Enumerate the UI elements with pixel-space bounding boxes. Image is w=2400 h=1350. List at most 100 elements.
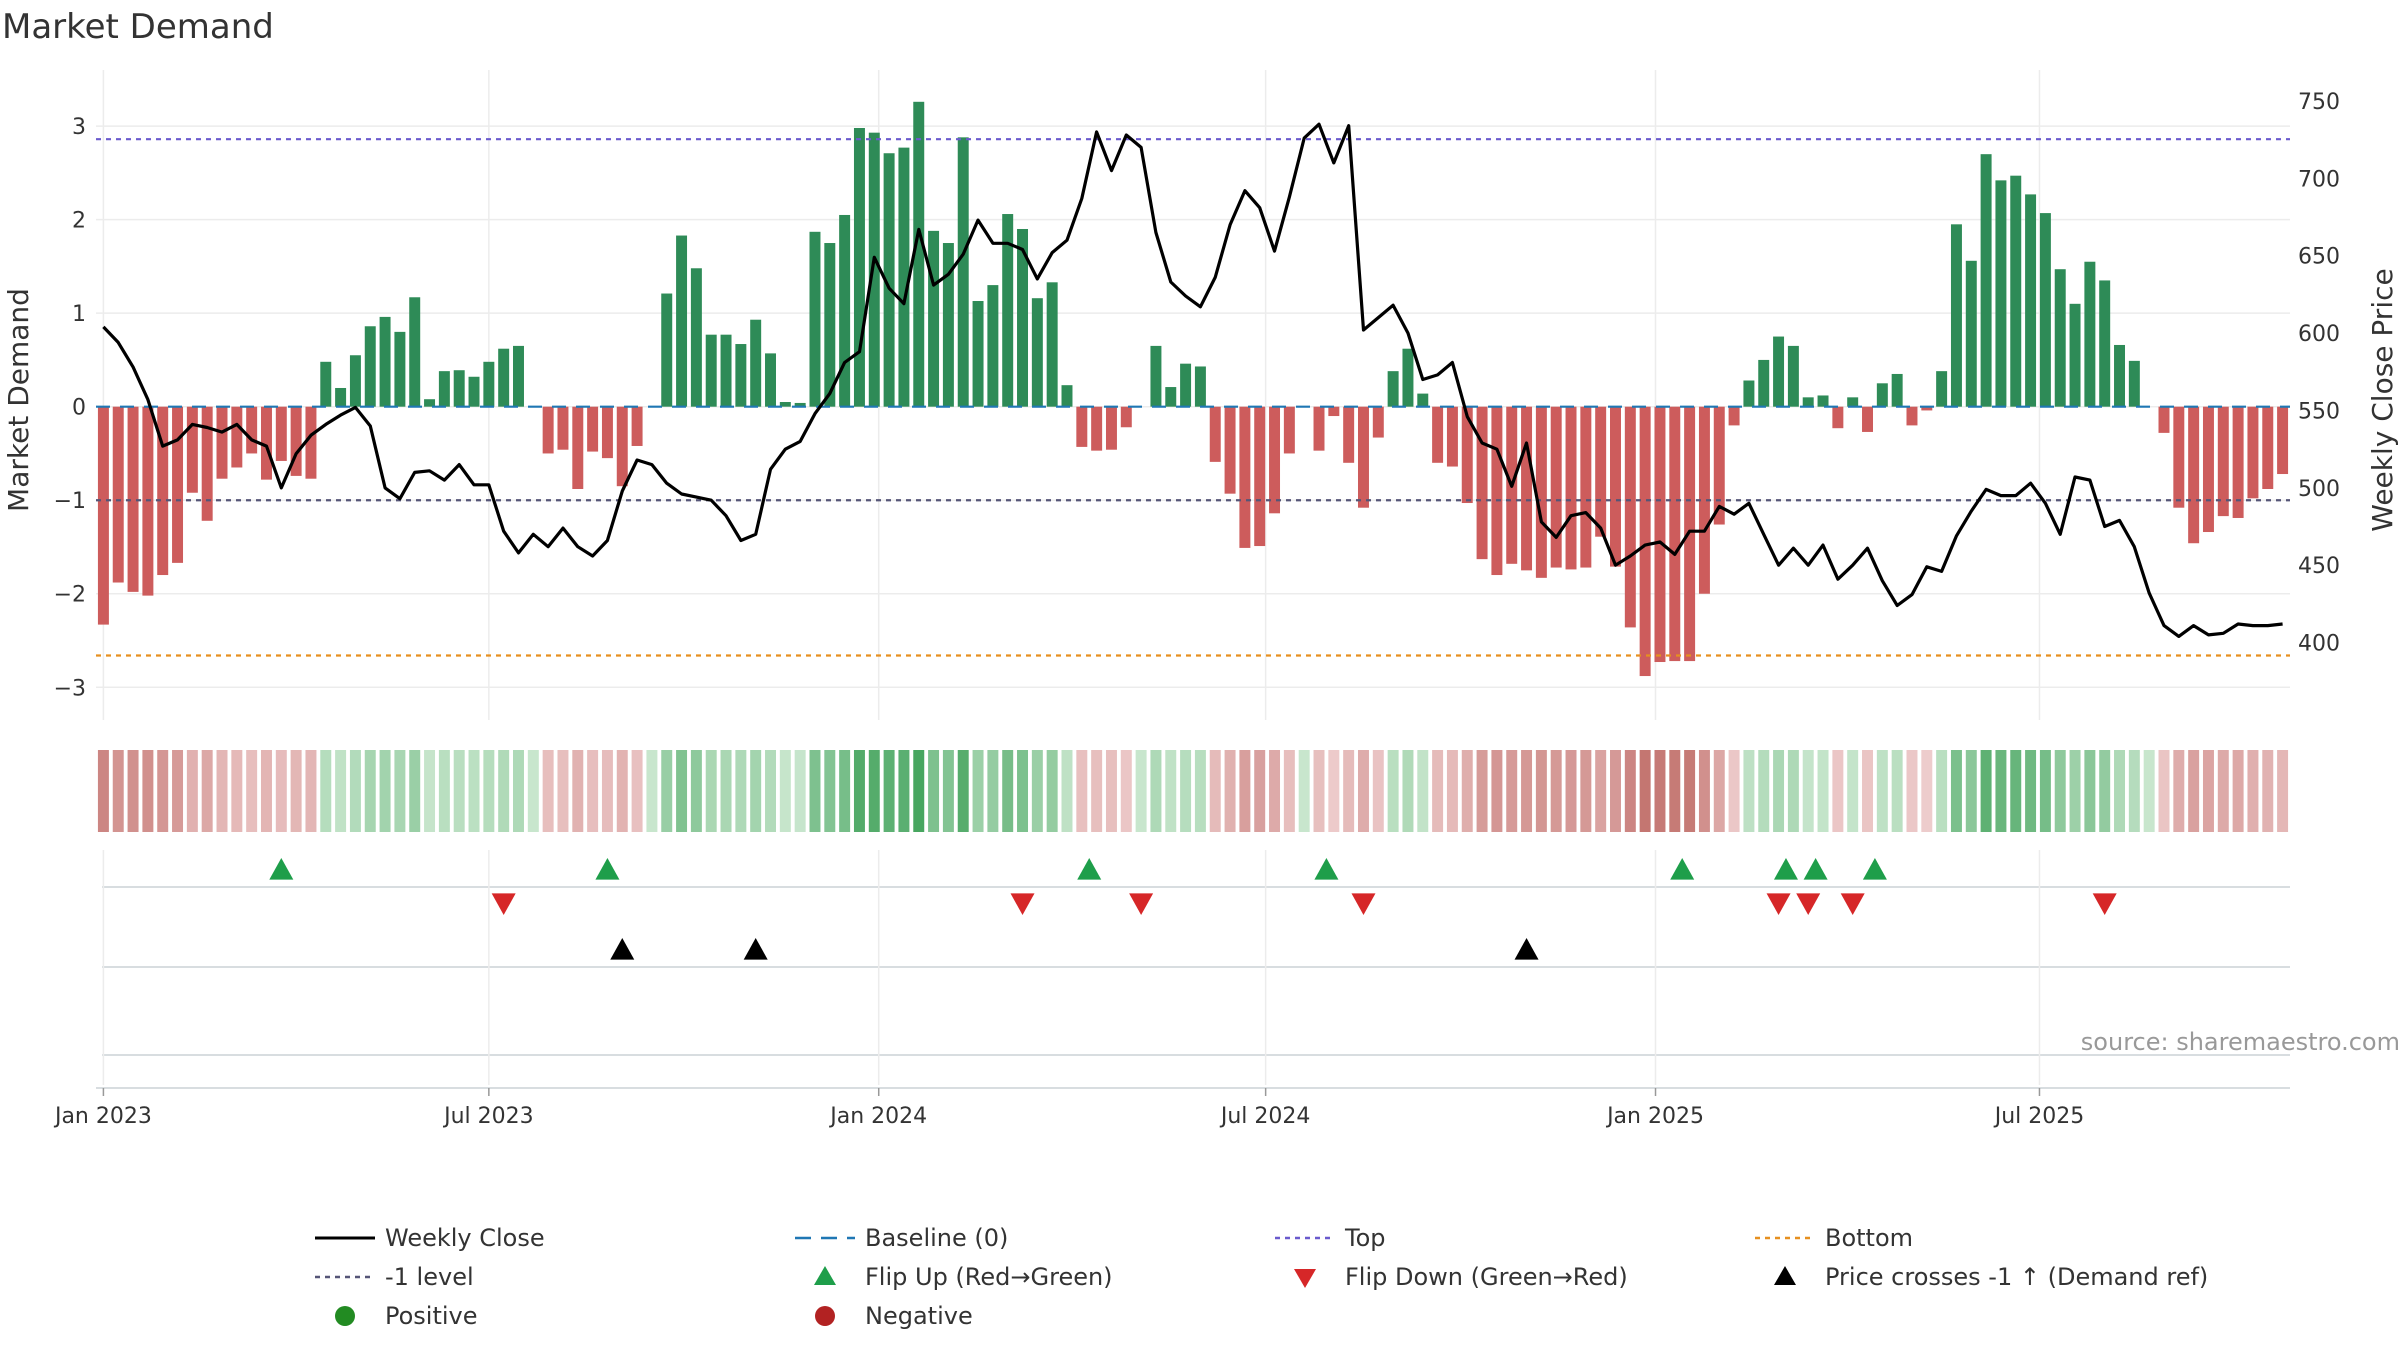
heat-cell — [690, 750, 702, 832]
heat-cell — [157, 750, 169, 832]
heat-cell — [320, 750, 332, 832]
negative-demand-bar — [557, 406, 569, 450]
legend-swatch — [1774, 1266, 1796, 1285]
heat-cell — [1002, 750, 1014, 832]
positive-demand-bar — [335, 387, 347, 407]
positive-demand-bar — [2069, 303, 2081, 407]
heat-cell — [2099, 750, 2111, 832]
positive-demand-bar — [1194, 366, 1206, 407]
heat-cell — [1950, 750, 1962, 832]
heat-cell — [913, 750, 925, 832]
heat-cell — [1921, 750, 1933, 832]
negative-demand-bar — [1669, 406, 1681, 662]
positive-demand-bar — [1980, 154, 1992, 407]
y-tick-label: 3 — [72, 115, 86, 140]
negative-demand-bar — [2262, 406, 2274, 489]
positive-demand-bar — [409, 297, 421, 407]
flip-up-marker — [1862, 858, 1887, 880]
positive-demand-bar — [2084, 261, 2096, 407]
positive-demand-bar — [394, 331, 406, 407]
positive-demand-bar — [779, 402, 791, 407]
legend-swatch — [1294, 1269, 1316, 1288]
positive-demand-bar — [424, 399, 436, 407]
x-axis: Jan 2023 Jul 2023 Jan 2024 Jul 2024 Jan 2025… — [53, 1088, 2084, 1129]
negative-demand-bar — [1624, 406, 1636, 628]
x-tick-label: Jul 2025 — [1993, 1104, 2085, 1129]
heat-cell — [1105, 750, 1117, 832]
flip-up-marker — [595, 858, 620, 880]
heat-cell — [2247, 750, 2259, 832]
heat-cell — [2114, 750, 2126, 832]
negative-demand-bar — [246, 406, 258, 454]
heat-cell — [1802, 750, 1814, 832]
positive-demand-bar — [1150, 345, 1162, 407]
heat-cell — [1239, 750, 1251, 832]
price-cross-marker — [743, 938, 768, 960]
positive-demand-bar — [1031, 298, 1043, 407]
y-tick-label: 0 — [72, 396, 86, 421]
heat-cell — [1980, 750, 1992, 832]
flip-down-marker — [491, 893, 516, 915]
price-cross-marker — [610, 938, 635, 960]
positive-demand-bar — [2010, 175, 2022, 407]
heat-cell — [2069, 750, 2081, 832]
positive-demand-bar — [498, 348, 510, 407]
heat-cell — [1787, 750, 1799, 832]
y-tick-label: 2 — [72, 209, 86, 234]
heat-cell — [1298, 750, 1310, 832]
heat-cell — [1387, 750, 1399, 832]
heat-cell — [2158, 750, 2170, 832]
heat-cell — [349, 750, 361, 832]
positive-demand-bar — [690, 268, 702, 407]
negative-demand-bar — [1105, 406, 1117, 450]
price-cross-marker — [1514, 938, 1539, 960]
negative-demand-bar — [1239, 406, 1251, 548]
y2-tick-label: 550 — [2298, 399, 2340, 424]
positive-demand-bar — [1876, 383, 1888, 407]
y2-axis-label: Weekly Close Price — [2366, 268, 2399, 531]
heat-cell — [1862, 750, 1873, 832]
heat-cell — [661, 750, 673, 832]
negative-demand-bar — [1610, 406, 1621, 567]
y2-tick-label: 650 — [2298, 245, 2340, 270]
heat-cell — [779, 750, 791, 832]
negative-demand-bar — [305, 406, 317, 479]
heat-cell — [1372, 750, 1384, 832]
heat-cell — [1120, 750, 1132, 832]
heat-cell — [809, 750, 821, 832]
heat-cell — [438, 750, 450, 832]
legend-swatch — [815, 1306, 835, 1326]
negative-demand-bar — [1862, 406, 1873, 432]
positive-demand-bar — [364, 326, 376, 407]
flip-up-marker — [1314, 858, 1339, 880]
negative-demand-bar — [1343, 406, 1355, 463]
negative-demand-bar — [572, 406, 584, 489]
heat-cell — [2084, 750, 2096, 832]
heat-cell — [513, 750, 524, 832]
heat-cell — [453, 750, 465, 832]
heat-cell — [1654, 750, 1666, 832]
negative-demand-bar — [1091, 406, 1103, 451]
legend-label: Flip Up (Red→Green) — [865, 1263, 1113, 1291]
positive-demand-bar — [1180, 363, 1192, 407]
x-tick-label: Jul 2023 — [442, 1104, 534, 1129]
heat-cell — [2025, 750, 2037, 832]
weekly-close-line — [102, 122, 2283, 639]
x-tick-label: Jan 2025 — [1605, 1104, 1704, 1129]
heat-cell — [928, 750, 940, 832]
flip-up-marker — [1670, 858, 1695, 880]
positive-demand-bar — [1936, 371, 1948, 407]
positive-demand-bar — [1965, 260, 1977, 407]
flip-down-marker — [1796, 893, 1821, 915]
x-tick-label: Jan 2024 — [828, 1104, 927, 1129]
heat-cell — [1283, 750, 1295, 832]
negative-demand-bar — [260, 406, 272, 480]
demand-heat-strip — [97, 750, 2289, 832]
heat-cell — [1417, 750, 1429, 832]
heat-cell — [1995, 750, 2007, 832]
positive-demand-bar — [349, 355, 361, 407]
legend-label: Flip Down (Green→Red) — [1345, 1263, 1628, 1291]
heat-cell — [705, 750, 717, 832]
heat-cell — [1847, 750, 1859, 832]
heat-cell — [1150, 750, 1162, 832]
